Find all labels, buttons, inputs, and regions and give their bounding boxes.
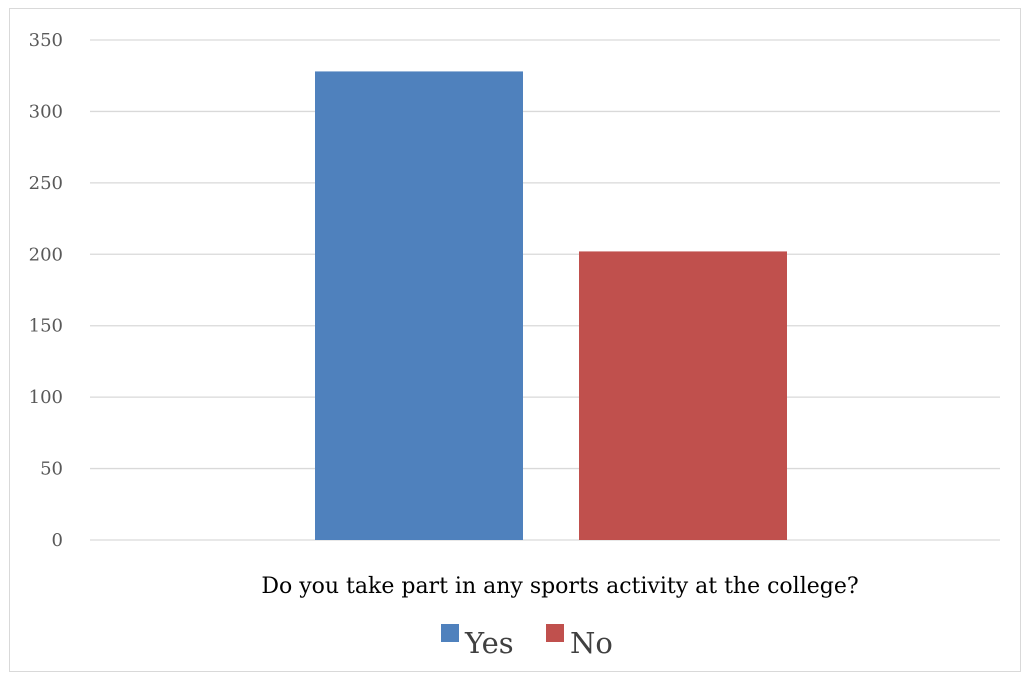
y-tick-label: 350 — [29, 30, 63, 51]
y-tick-label: 200 — [29, 244, 63, 265]
y-axis-tick-labels: 0 50 100 150 200 250 300 350 — [29, 30, 63, 551]
bars — [315, 71, 787, 540]
y-tick-label: 100 — [29, 387, 63, 408]
legend: Yes No — [441, 624, 613, 660]
y-tick-label: 0 — [52, 530, 63, 551]
y-tick-label: 50 — [40, 459, 63, 480]
bar-no — [579, 251, 787, 540]
legend-label-yes: Yes — [464, 626, 514, 660]
y-tick-label: 300 — [29, 101, 63, 122]
legend-swatch-no — [546, 624, 564, 642]
legend-label-no: No — [570, 626, 613, 660]
x-category-label: Do you take part in any sports activity … — [261, 574, 858, 599]
y-tick-label: 250 — [29, 173, 63, 194]
gridlines — [90, 39, 1000, 541]
bar-yes — [315, 71, 523, 540]
y-tick-label: 150 — [29, 316, 63, 337]
legend-swatch-yes — [441, 624, 459, 642]
